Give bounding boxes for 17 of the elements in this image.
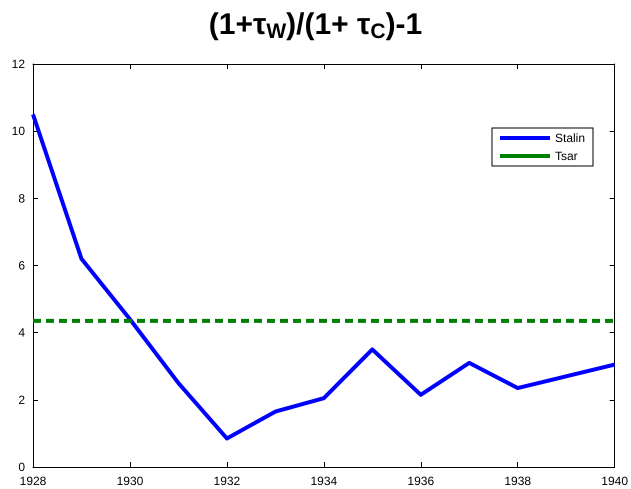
legend-label: Stalin: [554, 131, 586, 145]
y-tick-label: 2: [18, 392, 26, 407]
x-tick-label: 1928: [20, 474, 47, 488]
y-tick-label: 10: [12, 124, 26, 138]
x-tick-label: 1930: [116, 474, 144, 488]
y-tick-label: 8: [18, 191, 26, 206]
y-tick-label: 6: [18, 258, 26, 272]
x-tick-label: 1934: [310, 474, 338, 488]
y-tick-label: 4: [18, 326, 26, 340]
x-tick-label: 1932: [214, 474, 241, 488]
line-series: [31, 112, 617, 440]
x-tick-label: 1938: [504, 474, 532, 488]
legend-label: Tsar: [554, 149, 578, 163]
x-tick-label: 1936: [407, 474, 434, 488]
y-tick-label: 12: [12, 57, 26, 71]
y-tick-label: 0: [18, 460, 26, 474]
x-tick-label: 1940: [601, 474, 628, 488]
